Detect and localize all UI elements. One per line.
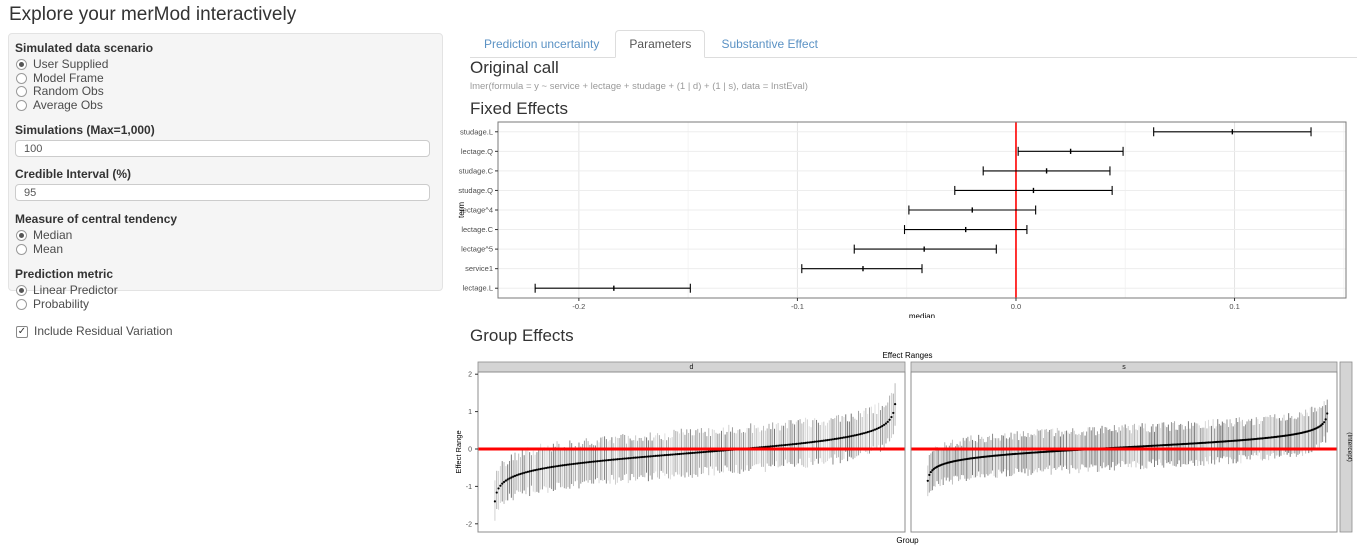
model-call-code: lmer(formula = y ~ service + lectage + s… bbox=[470, 81, 808, 92]
svg-text:1: 1 bbox=[468, 409, 472, 416]
svg-text:Effect Range: Effect Range bbox=[455, 430, 463, 473]
scenario-label: Simulated data scenario bbox=[15, 41, 154, 55]
scenario-radio-group: User Supplied Model Frame Random Obs Averag… bbox=[15, 58, 430, 112]
radio-icon[interactable] bbox=[16, 230, 27, 242]
radio-random-obs[interactable]: Random Obs bbox=[15, 85, 430, 99]
svg-text:lectage.L: lectage.L bbox=[463, 284, 493, 293]
svg-text:d: d bbox=[690, 364, 694, 371]
tab-bar: Prediction uncertainty Parameters Substant… bbox=[470, 30, 1357, 58]
svg-text:lectage.C: lectage.C bbox=[461, 225, 493, 234]
fixed-effects-heading: Fixed Effects bbox=[470, 99, 568, 118]
svg-text:0: 0 bbox=[468, 447, 472, 454]
radio-label: Probability bbox=[33, 296, 90, 311]
svg-text:(Intercept): (Intercept) bbox=[1346, 432, 1353, 462]
svg-text:term: term bbox=[457, 202, 466, 218]
svg-text:Effect Ranges: Effect Ranges bbox=[882, 351, 932, 360]
svg-text:-0.2: -0.2 bbox=[572, 302, 585, 311]
tab-link[interactable]: Prediction uncertainty bbox=[484, 37, 600, 51]
radio-linear-predictor[interactable]: Linear Predictor bbox=[15, 284, 430, 298]
tab-parameters[interactable]: Parameters bbox=[615, 30, 706, 58]
radio-icon[interactable] bbox=[16, 59, 27, 71]
tab-substantive-effect[interactable]: Substantive Effect bbox=[707, 30, 832, 58]
group-effects-plot: Effect Ranges d s (Intercept) 2 1 0 -1 -2 Effect … bbox=[455, 351, 1353, 545]
radio-icon[interactable] bbox=[16, 86, 27, 98]
credible-interval-label: Credible Interval (%) bbox=[15, 167, 132, 181]
svg-text:-1: -1 bbox=[466, 484, 472, 491]
residual-variation-label: Include Residual Variation bbox=[34, 324, 173, 338]
svg-text:-0.1: -0.1 bbox=[791, 302, 804, 311]
credible-interval-input[interactable] bbox=[15, 184, 430, 201]
tab-link[interactable]: Parameters bbox=[615, 30, 706, 58]
checkbox-checked-icon[interactable]: ✓ bbox=[16, 325, 28, 338]
svg-text:studage.Q: studage.Q bbox=[458, 186, 493, 195]
tab-prediction-uncertainty[interactable]: Prediction uncertainty bbox=[470, 30, 613, 58]
radio-icon[interactable] bbox=[16, 285, 27, 297]
radio-user-supplied[interactable]: User Supplied bbox=[15, 58, 430, 72]
radio-label: Model Frame bbox=[33, 70, 104, 85]
svg-text:lectage^5: lectage^5 bbox=[461, 245, 493, 254]
simulations-label: Simulations (Max=1,000) bbox=[15, 123, 155, 137]
residual-variation-checkbox-row[interactable]: ✓ Include Residual Variation bbox=[15, 325, 430, 338]
svg-text:studage.C: studage.C bbox=[459, 166, 494, 175]
radio-mean[interactable]: Mean bbox=[15, 241, 430, 257]
radio-label: User Supplied bbox=[33, 57, 109, 72]
tendency-label: Measure of central tendency bbox=[15, 212, 178, 226]
svg-text:service1: service1 bbox=[465, 264, 493, 273]
tendency-radio-group: Median Mean bbox=[15, 229, 430, 256]
radio-label: Random Obs bbox=[33, 84, 104, 99]
radio-icon[interactable] bbox=[16, 72, 27, 84]
svg-text:lectage^4: lectage^4 bbox=[461, 206, 493, 215]
svg-text:0.1: 0.1 bbox=[1229, 302, 1239, 311]
radio-label: Average Obs bbox=[33, 97, 103, 112]
fixed-effects-plot: -0.2 -0.1 0.0 0.1 studage.L lectage.Q studage.… bbox=[457, 121, 1347, 318]
radio-icon[interactable] bbox=[16, 99, 27, 111]
simulations-input[interactable] bbox=[15, 140, 430, 157]
page-title: Explore your merMod interactively bbox=[9, 4, 297, 25]
svg-text:2: 2 bbox=[468, 372, 472, 379]
metric-label: Prediction metric bbox=[15, 267, 114, 281]
radio-average-obs[interactable]: Average Obs bbox=[15, 97, 430, 113]
tab-link[interactable]: Substantive Effect bbox=[721, 37, 818, 51]
svg-text:lectage.Q: lectage.Q bbox=[461, 147, 493, 156]
radio-label: Linear Predictor bbox=[33, 283, 118, 298]
svg-text:s: s bbox=[1122, 364, 1126, 371]
radio-probability[interactable]: Probability bbox=[15, 296, 430, 312]
radio-label: Mean bbox=[33, 241, 64, 256]
metric-radio-group: Linear Predictor Probability bbox=[15, 284, 430, 311]
radio-icon[interactable] bbox=[16, 298, 27, 310]
svg-text:median: median bbox=[909, 312, 935, 318]
original-call-heading: Original call bbox=[470, 58, 559, 77]
radio-label: Median bbox=[33, 228, 73, 243]
svg-text:0.0: 0.0 bbox=[1011, 302, 1021, 311]
radio-icon[interactable] bbox=[16, 243, 27, 255]
svg-text:-2: -2 bbox=[466, 521, 472, 528]
svg-text:studage.L: studage.L bbox=[460, 127, 493, 136]
sidebar-panel: Simulated data scenario User Supplied Mod… bbox=[8, 33, 443, 338]
radio-median[interactable]: Median bbox=[15, 229, 430, 243]
svg-text:Group: Group bbox=[896, 536, 919, 545]
group-effects-heading: Group Effects bbox=[470, 326, 574, 345]
radio-model-frame[interactable]: Model Frame bbox=[15, 70, 430, 86]
